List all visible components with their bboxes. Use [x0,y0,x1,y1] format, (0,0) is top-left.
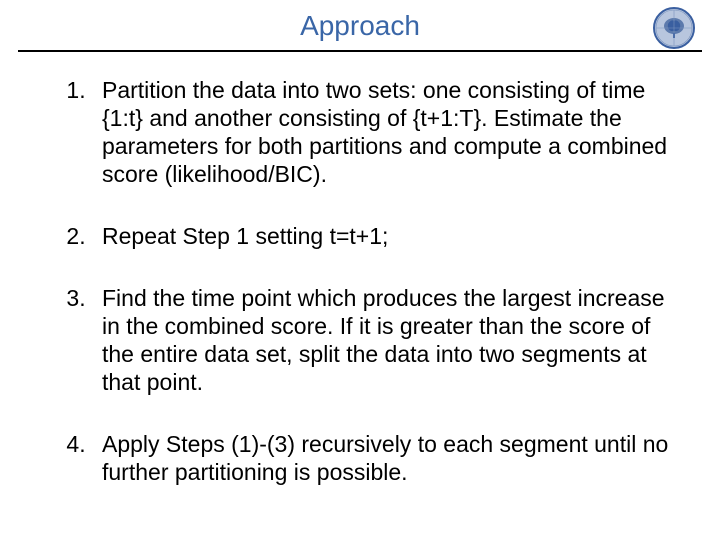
slide-header: Approach [0,0,720,58]
step-item: Partition the data into two sets: one co… [92,76,680,188]
brain-logo-icon [652,6,696,50]
slide-title: Approach [0,0,720,42]
step-item: Repeat Step 1 setting t=t+1; [92,222,680,250]
step-item: Apply Steps (1)-(3) recursively to each … [92,430,680,486]
title-rule [18,50,702,52]
steps-list: Partition the data into two sets: one co… [50,76,680,487]
slide-body: Partition the data into two sets: one co… [0,58,720,487]
step-item: Find the time point which produces the l… [92,284,680,396]
